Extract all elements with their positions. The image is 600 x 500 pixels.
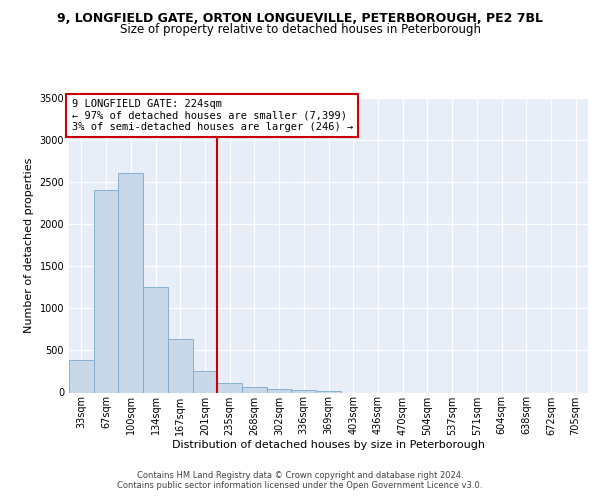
Bar — [69, 360, 94, 392]
Bar — [242, 388, 267, 392]
Text: 9 LONGFIELD GATE: 224sqm
← 97% of detached houses are smaller (7,399)
3% of semi: 9 LONGFIELD GATE: 224sqm ← 97% of detach… — [71, 99, 353, 132]
Bar — [118, 174, 143, 392]
Bar — [94, 190, 118, 392]
Bar — [292, 390, 316, 392]
Text: Contains public sector information licensed under the Open Government Licence v3: Contains public sector information licen… — [118, 482, 482, 490]
Bar — [316, 391, 341, 392]
Bar — [143, 287, 168, 393]
Y-axis label: Number of detached properties: Number of detached properties — [24, 158, 34, 332]
Bar — [267, 388, 292, 392]
Text: 9, LONGFIELD GATE, ORTON LONGUEVILLE, PETERBOROUGH, PE2 7BL: 9, LONGFIELD GATE, ORTON LONGUEVILLE, PE… — [57, 12, 543, 26]
Bar — [193, 372, 217, 392]
Bar — [217, 383, 242, 392]
Bar — [168, 338, 193, 392]
Text: Contains HM Land Registry data © Crown copyright and database right 2024.: Contains HM Land Registry data © Crown c… — [137, 472, 463, 480]
X-axis label: Distribution of detached houses by size in Peterborough: Distribution of detached houses by size … — [172, 440, 485, 450]
Text: Size of property relative to detached houses in Peterborough: Size of property relative to detached ho… — [119, 24, 481, 36]
